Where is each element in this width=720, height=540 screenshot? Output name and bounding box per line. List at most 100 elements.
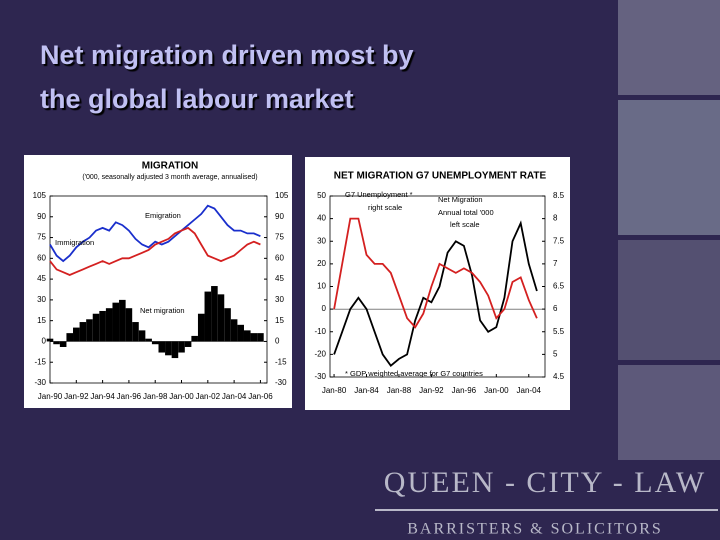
x-tick-label: Jan-94	[90, 392, 115, 401]
bar	[237, 324, 244, 342]
y-tick-label: 15	[37, 316, 46, 325]
y2-tick-label: -15	[275, 357, 287, 366]
annotation: left scale	[450, 220, 480, 229]
y-tick-label: -30	[34, 378, 46, 387]
y2-tick-label: 7.5	[553, 236, 565, 245]
y2-tick-label: 45	[275, 274, 284, 283]
annotation: Net Migration	[438, 195, 483, 204]
series-line	[49, 226, 261, 276]
plot-frame	[49, 195, 268, 384]
x-tick-label: Jan-92	[64, 392, 89, 401]
annotation: Annual total '000	[438, 208, 494, 217]
bar	[184, 341, 192, 347]
series-line	[49, 204, 261, 263]
y2-tick-label: -30	[275, 378, 287, 387]
bar	[105, 308, 113, 342]
y2-tick-label: 0	[275, 337, 280, 346]
series-line	[333, 217, 538, 329]
x-tick-label: Jan-06	[248, 392, 273, 401]
bar	[73, 327, 80, 342]
bar	[145, 338, 152, 342]
x-tick-label: Jan-92	[419, 386, 444, 395]
y2-tick-label: 5.5	[553, 327, 565, 336]
bar	[171, 341, 179, 359]
y-tick-label: 10	[317, 282, 326, 291]
x-tick-label: Jan-00	[169, 392, 194, 401]
annotation: * GDP weighted average for G7 countries	[345, 369, 483, 378]
bar	[79, 322, 87, 342]
bar	[151, 341, 159, 345]
bar	[66, 333, 74, 342]
y-tick-label: 105	[33, 191, 47, 200]
bar	[92, 313, 100, 342]
x-tick-label: Jan-00	[484, 386, 509, 395]
y2-tick-label: 6.5	[553, 282, 565, 291]
chart-title: MIGRATION	[142, 161, 198, 172]
series-line	[333, 220, 538, 368]
bar	[53, 341, 60, 345]
bar	[217, 294, 225, 342]
y-tick-label: 40	[317, 214, 326, 223]
x-tick-label: Jan-88	[387, 386, 412, 395]
y-tick-label: -15	[34, 357, 46, 366]
y-tick-label: 0	[42, 337, 47, 346]
y2-tick-label: 8	[553, 214, 558, 223]
y-tick-label: 20	[317, 259, 326, 268]
y2-tick-label: 8.5	[553, 191, 565, 200]
bar	[250, 333, 258, 342]
x-tick-label: Jan-04	[222, 392, 247, 401]
bar	[211, 286, 218, 342]
bar	[178, 341, 185, 353]
chart-panel	[305, 157, 570, 410]
y-tick-label: 90	[37, 212, 46, 221]
chart-title: NET MIGRATION G7 UNEMPLOYMENT RATE	[334, 171, 547, 182]
y-tick-label: 60	[37, 253, 46, 262]
y2-tick-label: 15	[275, 316, 284, 325]
bar	[243, 330, 251, 342]
annotation: Emigration	[145, 211, 181, 220]
x-tick-label: Jan-04	[517, 386, 542, 395]
bar	[119, 299, 126, 342]
bar	[112, 302, 120, 342]
x-tick-label: Jan-84	[354, 386, 379, 395]
slide-title: the global labour market	[40, 84, 354, 114]
bar	[99, 310, 106, 342]
y2-tick-label: 4.5	[553, 372, 565, 381]
x-tick-label: Jan-98	[143, 392, 168, 401]
x-tick-label: Jan-90	[38, 392, 63, 401]
bar	[158, 341, 166, 353]
y-tick-label: 75	[37, 233, 46, 242]
x-tick-label: Jan-80	[322, 386, 347, 395]
x-tick-label: Jan-96	[117, 392, 142, 401]
annotation: Immigration	[55, 238, 94, 247]
y2-tick-label: 105	[275, 191, 289, 200]
bar	[86, 319, 93, 342]
bar	[230, 319, 238, 342]
decor-tile	[618, 240, 720, 360]
y-tick-label: 45	[37, 274, 46, 283]
y2-tick-label: 6	[553, 304, 558, 313]
bar	[132, 322, 139, 342]
y-tick-label: 30	[317, 236, 326, 245]
chart-subtitle: ('000, seasonally adjusted 3 month avera…	[82, 174, 257, 181]
y-tick-label: -20	[314, 349, 326, 358]
y2-tick-label: 90	[275, 212, 284, 221]
y2-tick-label: 75	[275, 233, 284, 242]
y2-tick-label: 7	[553, 259, 558, 268]
x-tick-label: Jan-96	[452, 386, 477, 395]
bar	[165, 341, 172, 356]
y-tick-label: 0	[322, 304, 327, 313]
x-tick-label: Jan-02	[196, 392, 221, 401]
y-tick-label: -30	[314, 372, 326, 381]
y-tick-label: 30	[37, 295, 46, 304]
bar	[191, 335, 198, 342]
y-tick-label: 50	[317, 191, 326, 200]
decor-tile	[618, 100, 720, 235]
bar	[138, 330, 146, 342]
decor-tile	[618, 365, 720, 460]
firm-tagline: BARRISTERS & SOLICITORS	[407, 521, 663, 538]
chart-panel	[24, 155, 292, 408]
decor-tile	[618, 0, 720, 95]
